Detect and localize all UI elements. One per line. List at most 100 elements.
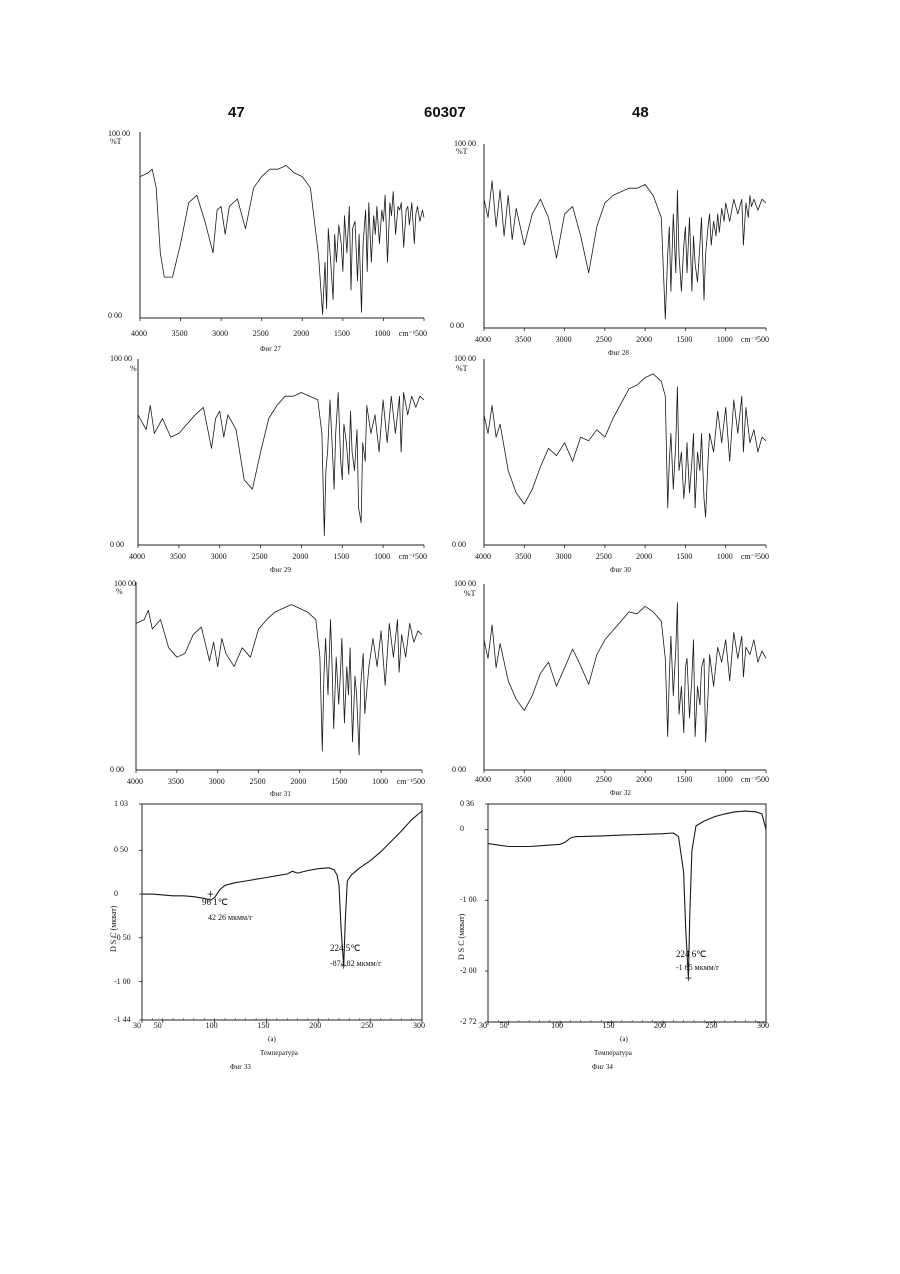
x-tick-label: 4000 xyxy=(475,553,491,561)
figure-caption: Фиг 30 xyxy=(610,567,631,574)
page-number-right: 48 xyxy=(632,104,649,121)
spectrum-line xyxy=(484,181,766,319)
x-tick-label: 250 xyxy=(706,1022,718,1030)
x-tick-label: 150 xyxy=(257,1022,269,1030)
ir-fig27-plot xyxy=(108,128,440,356)
sublabel: (a) xyxy=(620,1036,628,1043)
ir-spectrum-fig28: 100 00 %T 0 00 4000350030002500200015001… xyxy=(450,140,782,360)
x-tick-label: 200 xyxy=(309,1022,321,1030)
x-tick-label: cm⁻¹ xyxy=(399,330,415,338)
ir-fig32-plot xyxy=(450,580,782,802)
x-tick-label: 2500 xyxy=(253,330,269,338)
x-tick-label: 500 xyxy=(757,776,769,784)
y-tick-label: -1 44 xyxy=(114,1016,131,1024)
figure-caption: Фиг 31 xyxy=(270,791,291,798)
y-unit-label: %T xyxy=(456,365,468,373)
figure-caption: Фиг 34 xyxy=(592,1064,613,1071)
x-tick-label: 2000 xyxy=(290,778,306,786)
x-tick-label: 4000 xyxy=(129,553,145,561)
figure-caption: Фиг 29 xyxy=(270,567,291,574)
peak-detail-224: -1 65 мкмм/г xyxy=(676,964,719,972)
y-bottom-label: 0 00 xyxy=(110,541,124,549)
y-bottom-label: 0 00 xyxy=(108,312,122,320)
y-tick-label: -2 72 xyxy=(460,1018,477,1026)
ir-fig29-plot xyxy=(108,355,440,577)
y-unit-label: % xyxy=(116,588,123,596)
ir-spectrum-fig30: 100 00 %T 0 00 4000350030002500200015001… xyxy=(450,355,782,577)
x-tick-label: 3500 xyxy=(170,553,186,561)
x-tick-label: 1500 xyxy=(334,330,350,338)
x-tick-label: 250 xyxy=(361,1022,373,1030)
x-tick-label: 1500 xyxy=(331,778,347,786)
x-tick-label: 4000 xyxy=(131,330,147,338)
x-tick-label: 3000 xyxy=(209,778,225,786)
x-tick-label: 2500 xyxy=(252,553,268,561)
spectrum-line xyxy=(484,374,766,517)
y-axis-label: D S C (мкват) xyxy=(458,914,466,960)
x-tick-label: 1500 xyxy=(676,553,692,561)
x-tick-label: 3000 xyxy=(211,553,227,561)
y-bottom-label: 0 00 xyxy=(452,766,466,774)
x-tick-label: 4000 xyxy=(127,778,143,786)
y-unit-label: %T xyxy=(110,138,122,146)
peak-label-224: 224 5℃ xyxy=(330,944,360,953)
spectrum-line xyxy=(488,811,766,978)
x-tick-label: 1500 xyxy=(676,776,692,784)
x-tick-label: 2500 xyxy=(596,553,612,561)
x-tick-label: 1000 xyxy=(717,776,733,784)
y-tick-label: 0 xyxy=(114,890,118,898)
x-tick-label: 3000 xyxy=(556,776,572,784)
x-tick-label: 500 xyxy=(415,553,427,561)
x-tick-label: 1000 xyxy=(374,330,390,338)
y-tick-label: -1 00 xyxy=(460,896,477,904)
spectrum-line xyxy=(484,603,766,743)
figure-caption: Фиг 32 xyxy=(610,790,631,797)
x-tick-label: 500 xyxy=(757,553,769,561)
x-axis-label: Температура xyxy=(594,1050,632,1057)
y-top-label: 100 00 xyxy=(454,355,476,363)
x-tick-label: cm⁻¹ xyxy=(741,776,757,784)
spectrum-line xyxy=(136,605,422,755)
y-unit-label: %T xyxy=(464,590,476,598)
y-unit-label: %T xyxy=(456,148,468,156)
x-tick-label: 4000 xyxy=(475,776,491,784)
x-tick-label: 1000 xyxy=(372,778,388,786)
x-tick-label: 1000 xyxy=(717,336,733,344)
spectrum-line xyxy=(138,393,424,536)
peak-label-224: 224 6℃ xyxy=(676,950,706,959)
x-tick-label: cm⁻¹ xyxy=(741,553,757,561)
x-tick-label: 3000 xyxy=(556,553,572,561)
page-number-left: 47 xyxy=(228,104,245,121)
y-tick-label: 1 03 xyxy=(114,800,128,808)
y-bottom-label: 0 00 xyxy=(110,766,124,774)
ir-fig31-plot xyxy=(108,578,440,802)
y-axis-label: D S C (мкват) xyxy=(110,906,118,952)
y-bottom-label: 0 00 xyxy=(450,322,464,330)
ir-fig28-plot xyxy=(450,140,782,360)
x-tick-label: 500 xyxy=(757,336,769,344)
y-tick-label: 0 xyxy=(460,825,464,833)
plot-frame xyxy=(488,804,766,1022)
spectrum-line xyxy=(142,811,422,966)
x-tick-label: cm⁻¹ xyxy=(741,336,757,344)
peak-detail-224: -874 82 мкмм/г xyxy=(330,960,381,968)
x-tick-label: 3500 xyxy=(515,336,531,344)
y-top-label: 100 00 xyxy=(110,355,132,363)
ir-spectrum-fig32: 100 00 %T 0 00 4000350030002500200015001… xyxy=(450,580,782,802)
figure-caption: Фиг 33 xyxy=(230,1064,251,1071)
ir-spectrum-fig31: 100 00 % 0 00 40003500300025002000150010… xyxy=(108,578,440,802)
x-tick-label: cm⁻¹ xyxy=(397,778,413,786)
y-unit-label: % xyxy=(130,365,137,373)
y-tick-label: -1 00 xyxy=(114,978,131,986)
x-tick-label: 2500 xyxy=(596,336,612,344)
x-tick-label: 1500 xyxy=(333,553,349,561)
x-tick-label: 1000 xyxy=(374,553,390,561)
x-tick-label: 3500 xyxy=(168,778,184,786)
y-tick-label: -2 00 xyxy=(460,967,477,975)
patent-number: 60307 xyxy=(424,104,466,121)
x-tick-label: 500 xyxy=(415,330,427,338)
sublabel: (a) xyxy=(268,1036,276,1043)
x-tick-label: 30 xyxy=(479,1022,487,1030)
x-tick-label: 150 xyxy=(603,1022,615,1030)
x-tick-label: 3500 xyxy=(515,776,531,784)
